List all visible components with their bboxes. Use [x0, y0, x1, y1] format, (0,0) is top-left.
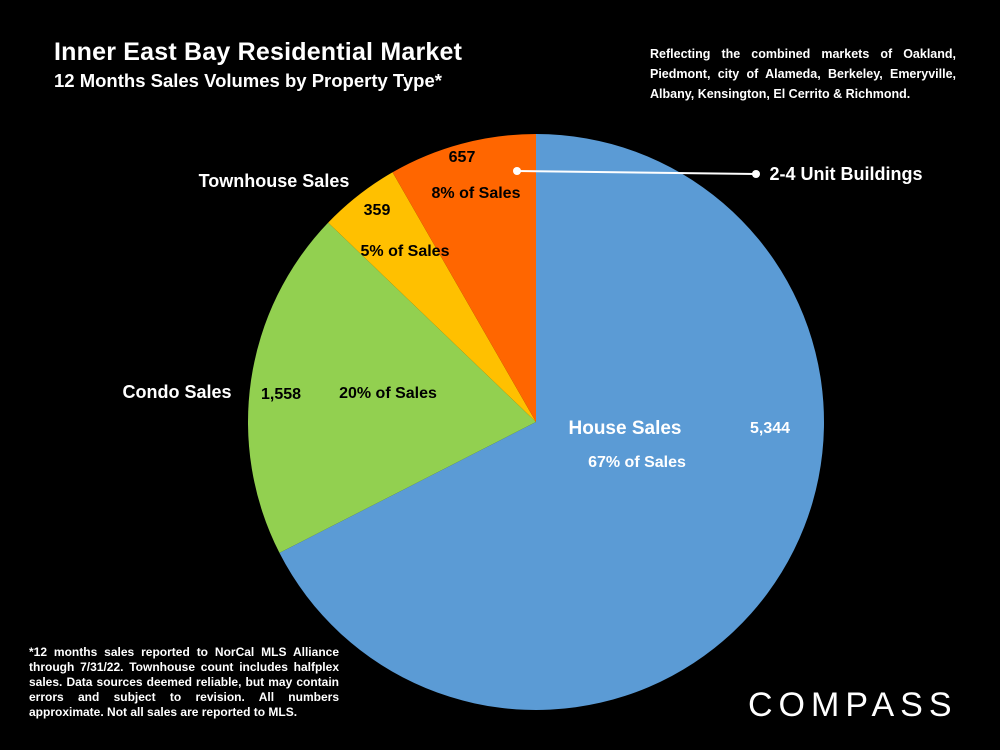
market-note: Reflecting the combined markets of Oakla… [650, 47, 956, 101]
slice-value-townhouse: 359 [364, 202, 391, 219]
footnote: *12 months sales reported to NorCal MLS … [29, 645, 339, 719]
slice-pct-2-4-unit: 8% of Sales [432, 185, 521, 202]
slice-name-2-4-unit: 2-4 Unit Buildings [770, 164, 923, 184]
slice-name-house: House Sales [569, 418, 682, 439]
chart-title: Inner East Bay Residential Market [54, 38, 463, 66]
slice-condo [247, 222, 536, 553]
slice-2-4-unit [392, 134, 536, 422]
pie-slices [247, 134, 824, 710]
slice-name-condo: Condo Sales [122, 382, 231, 402]
leader-dot-end [752, 170, 760, 178]
slice-value-house: 5,344 [750, 420, 790, 437]
compass-logo: COMPASS [748, 686, 958, 724]
slice-pct-townhouse: 5% of Sales [361, 243, 450, 260]
slice-name-townhouse: Townhouse Sales [199, 171, 350, 191]
leader-line-2-4-unit [516, 170, 757, 175]
chart-subtitle: 12 Months Sales Volumes by Property Type… [54, 70, 442, 91]
slice-value-2-4-unit: 657 [449, 149, 476, 166]
slice-house [279, 134, 824, 710]
slice-pct-condo: 20% of Sales [339, 385, 437, 402]
slice-pct-house: 67% of Sales [588, 454, 686, 471]
slice-value-condo: 1,558 [261, 386, 301, 403]
leader-dot-start [513, 167, 521, 175]
slice-townhouse [328, 172, 536, 422]
